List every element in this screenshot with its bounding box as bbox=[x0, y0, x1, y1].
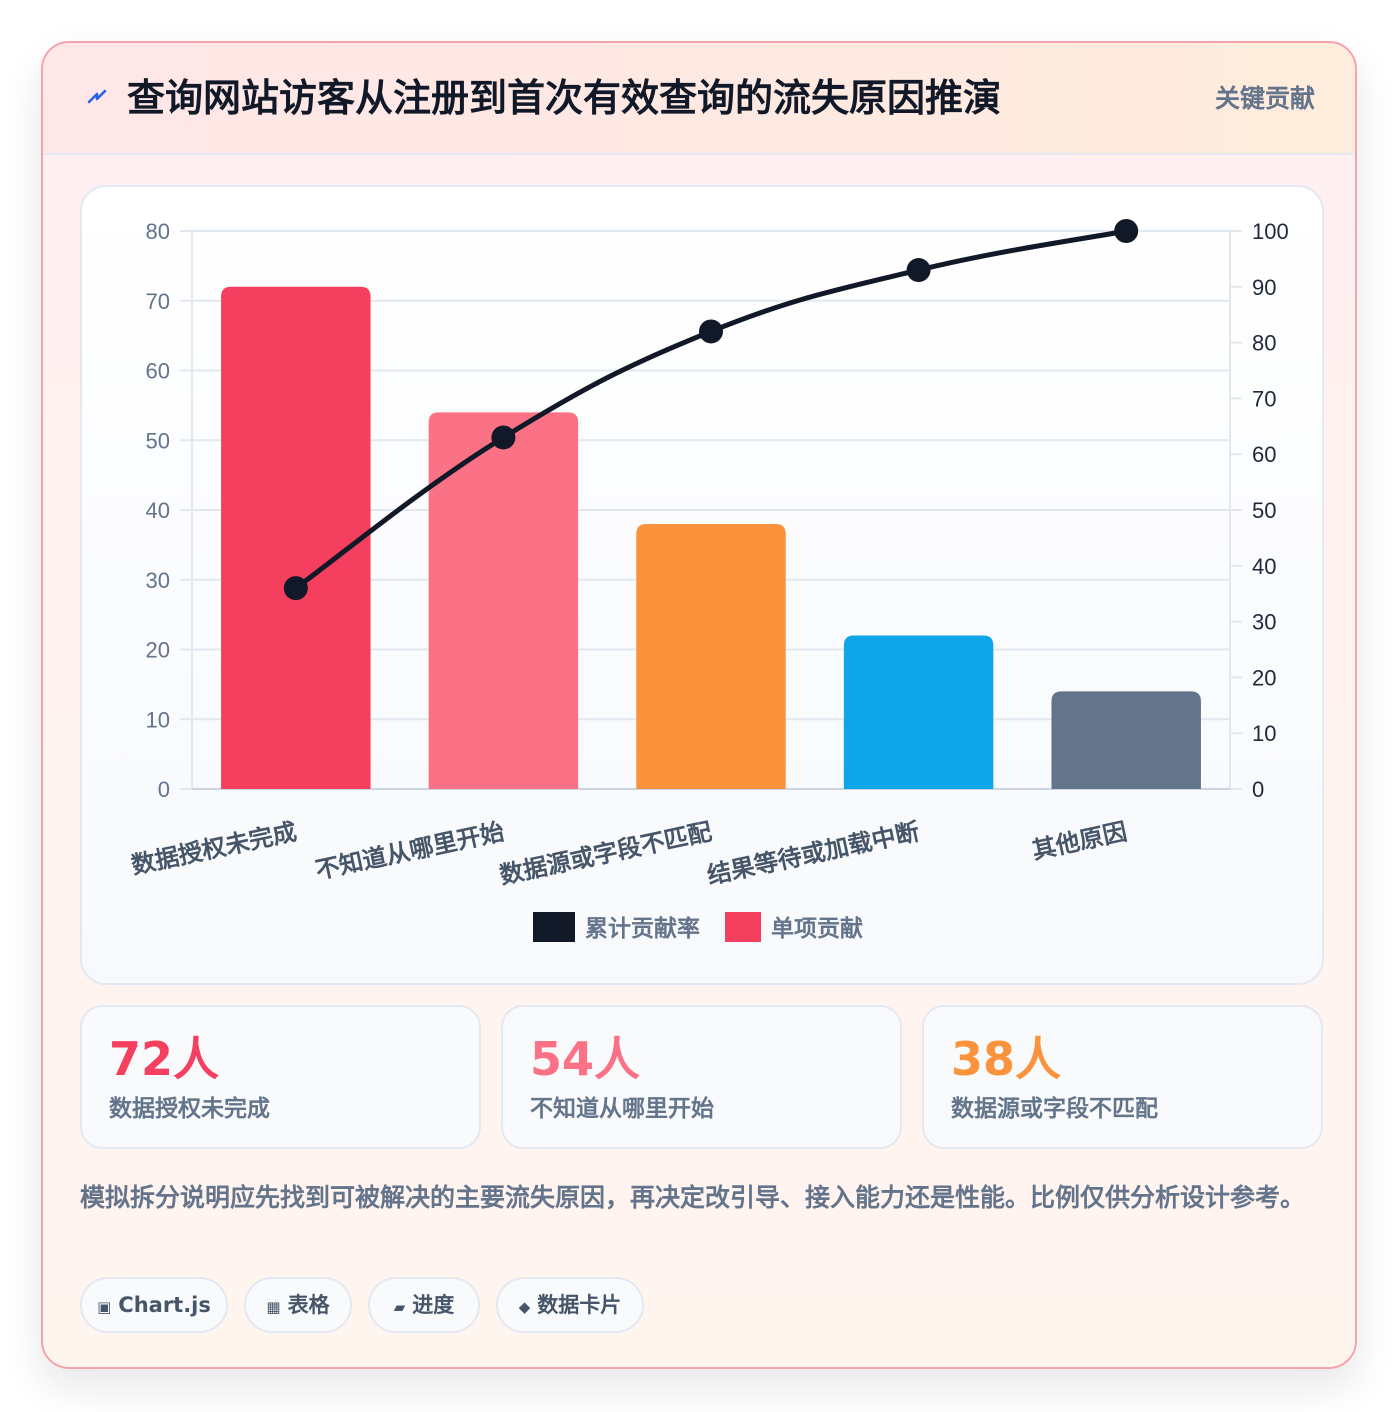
y2-tick-label: 20 bbox=[1252, 665, 1276, 690]
stat-value: 38人 bbox=[951, 1032, 1062, 1086]
y2-tick-label: 70 bbox=[1252, 386, 1276, 411]
x-tick-label: 数据源或字段不匹配 bbox=[497, 817, 714, 889]
y2-tick-label: 30 bbox=[1252, 610, 1276, 635]
x-tick-label: 数据授权未完成 bbox=[129, 817, 299, 879]
bar bbox=[428, 412, 579, 789]
y2-tick-label: 60 bbox=[1252, 442, 1276, 467]
header-tag: 关键贡献 bbox=[1214, 84, 1315, 113]
diamond-icon: ◆ bbox=[518, 1298, 531, 1316]
y-tick-label: 40 bbox=[146, 498, 170, 523]
bar bbox=[636, 523, 786, 789]
line-point bbox=[283, 576, 308, 601]
legend-swatch bbox=[533, 912, 575, 942]
analysis-note: 模拟拆分说明应先找到可被解决的主要流失原因，再决定改引导、接入能力还是性能。比例… bbox=[80, 1183, 1306, 1212]
y-tick-label: 30 bbox=[146, 568, 170, 593]
chip-label: 进度 bbox=[412, 1293, 455, 1317]
legend-label: 累计贡献率 bbox=[585, 915, 700, 942]
chip-table[interactable]: ▦ 表格 bbox=[244, 1277, 352, 1333]
report-card: 查询网站访客从注册到首次有效查询的流失原因推演 关键贡献 0 10 20 30 40 50… bbox=[41, 41, 1357, 1369]
legend-swatch bbox=[725, 912, 761, 942]
bar bbox=[843, 635, 994, 789]
line-point bbox=[906, 258, 931, 283]
page-title: 查询网站访客从注册到首次有效查询的流失原因推演 bbox=[127, 76, 1002, 120]
y-tick-label: 80 bbox=[146, 219, 170, 244]
y-tick-label: 60 bbox=[146, 359, 170, 384]
line-point bbox=[491, 425, 516, 450]
bar bbox=[1051, 691, 1201, 789]
y-tick-label: 70 bbox=[146, 289, 170, 314]
stat-label: 数据源或字段不匹配 bbox=[951, 1096, 1158, 1122]
chip-progress[interactable]: ▰ 进度 bbox=[368, 1277, 480, 1333]
chip-data-card[interactable]: ◆ 数据卡片 bbox=[496, 1277, 644, 1333]
legend-label: 单项贡献 bbox=[771, 916, 863, 942]
stat-label: 不知道从哪里开始 bbox=[530, 1096, 714, 1122]
y-tick-label: 20 bbox=[146, 638, 170, 663]
stat-value: 54人 bbox=[530, 1032, 641, 1086]
chart-icon: ▣ bbox=[97, 1298, 112, 1316]
stat-card: 38人 数据源或字段不匹配 bbox=[922, 1005, 1323, 1149]
y2-tick-label: 80 bbox=[1252, 331, 1276, 356]
line-point bbox=[1114, 219, 1139, 243]
y-tick-label: 10 bbox=[146, 707, 170, 732]
stat-label: 数据授权未完成 bbox=[109, 1096, 270, 1122]
x-tick-label: 结果等待或加载中断 bbox=[705, 817, 922, 889]
lightning-icon bbox=[87, 89, 107, 104]
chip-label: Chart.js bbox=[118, 1293, 211, 1317]
table-icon: ▦ bbox=[266, 1298, 281, 1316]
stat-card: 72人 数据授权未完成 bbox=[80, 1005, 481, 1149]
y2-tick-label: 0 bbox=[1252, 777, 1264, 802]
y2-tick-label: 50 bbox=[1252, 498, 1276, 523]
chip-chartjs[interactable]: ▣ Chart.js bbox=[80, 1277, 228, 1333]
stat-card: 54人 不知道从哪里开始 bbox=[501, 1005, 902, 1149]
y2-tick-label: 90 bbox=[1252, 275, 1276, 300]
chart-panel: 0 10 20 30 40 50 60 70 80 0 10 20 30 40 50 60 70 80 90 100 数… bbox=[80, 185, 1324, 985]
y2-tick-label: 100 bbox=[1252, 219, 1289, 244]
pareto-chart: 0 10 20 30 40 50 60 70 80 0 10 20 30 40 50 60 70 80 90 100 数… bbox=[129, 219, 1289, 942]
progress-icon: ▰ bbox=[393, 1298, 406, 1316]
line-point bbox=[699, 319, 723, 344]
stat-value: 72人 bbox=[109, 1032, 220, 1086]
x-tick-label: 其他原因 bbox=[1030, 817, 1130, 864]
y-tick-label: 0 bbox=[158, 777, 170, 802]
y2-tick-label: 40 bbox=[1252, 554, 1276, 579]
card-header: 查询网站访客从注册到首次有效查询的流失原因推演 关键贡献 bbox=[43, 43, 1355, 155]
x-tick-label: 不知道从哪里开始 bbox=[313, 817, 507, 884]
chip-label: 数据卡片 bbox=[537, 1293, 622, 1317]
y-tick-label: 50 bbox=[146, 428, 170, 453]
bar bbox=[221, 286, 371, 789]
chip-label: 表格 bbox=[287, 1293, 330, 1317]
y2-tick-label: 10 bbox=[1252, 721, 1276, 746]
